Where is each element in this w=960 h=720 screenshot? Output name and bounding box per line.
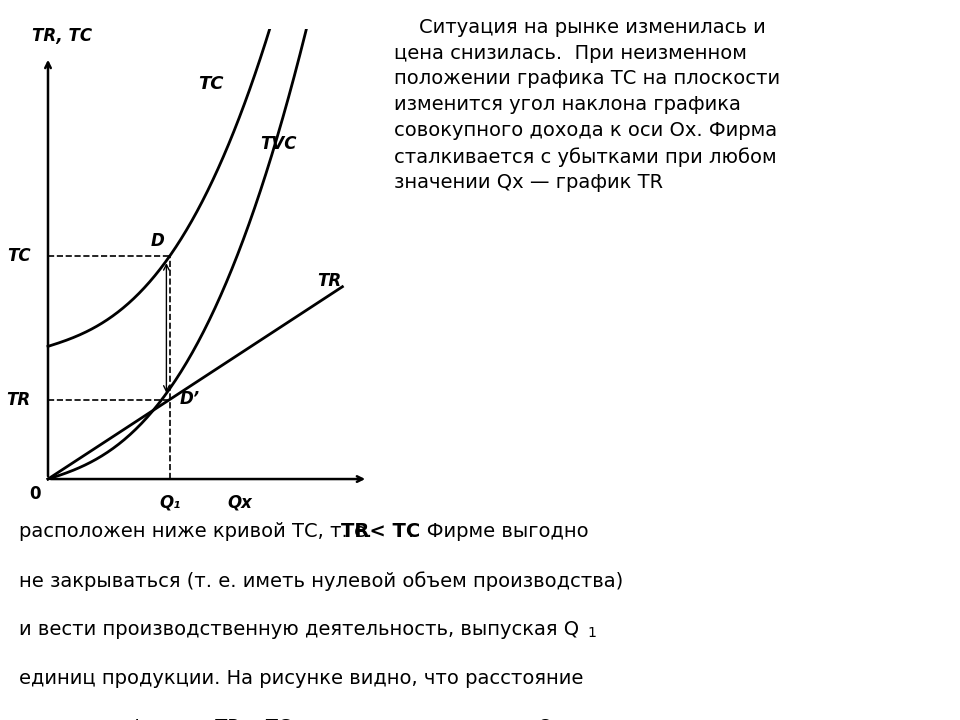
Text: TR, TC: TR, TC bbox=[32, 27, 92, 45]
Text: TR: TR bbox=[318, 272, 342, 290]
Text: TVC: TVC bbox=[260, 135, 297, 153]
Text: TC: TC bbox=[199, 75, 224, 93]
Text: не закрываться (т. е. иметь нулевой объем производства): не закрываться (т. е. иметь нулевой объе… bbox=[19, 571, 623, 590]
Text: 1: 1 bbox=[588, 626, 596, 639]
Text: единиц продукции. На рисунке видно, что расстояние: единиц продукции. На рисунке видно, что … bbox=[19, 669, 584, 688]
Text: Qx: Qx bbox=[228, 493, 252, 511]
Text: расположен ниже кривой ТС, т. е.: расположен ниже кривой ТС, т. е. bbox=[19, 522, 378, 541]
Text: D’: D’ bbox=[180, 390, 200, 408]
Text: TC: TC bbox=[7, 247, 31, 265]
Text: TR< TC: TR< TC bbox=[341, 522, 420, 541]
Text: Q₁: Q₁ bbox=[159, 493, 180, 511]
Text: между графиками TR и ТС при нулевом значении Qx: между графиками TR и ТС при нулевом знач… bbox=[19, 718, 564, 720]
Text: Ситуация на рынке изменилась и
цена снизилась.  При неизменном
положении графика: Ситуация на рынке изменилась и цена сниз… bbox=[394, 18, 780, 192]
Text: .  Фирме выгодно: . Фирме выгодно bbox=[408, 522, 588, 541]
Text: и вести производственную деятельность, выпуская Q: и вести производственную деятельность, в… bbox=[19, 620, 579, 639]
Text: TR: TR bbox=[7, 391, 31, 409]
Text: 0: 0 bbox=[30, 485, 41, 503]
Text: D: D bbox=[151, 232, 164, 250]
